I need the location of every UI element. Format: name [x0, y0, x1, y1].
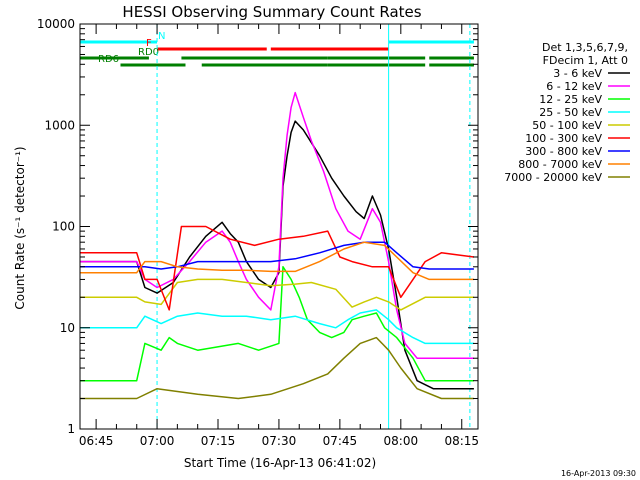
legend-label-300-800-kev: 300 - 800 keV	[525, 145, 602, 158]
x-tick-label: 07:15	[201, 434, 236, 448]
legend-label-6-12-kev: 6 - 12 keV	[546, 80, 602, 93]
legend-label-12-25-kev: 12 - 25 keV	[539, 93, 602, 106]
series-line-300-800-kev	[79, 241, 474, 270]
series-line-7000-20000-kev	[79, 336, 474, 400]
y-axis-ticks: 1 10 100 1000 10000	[37, 17, 478, 436]
x-tick-label: 08:15	[444, 434, 479, 448]
y-tick-label: 100	[52, 220, 75, 234]
x-tick-label: 07:30	[262, 434, 297, 448]
vertical-markers	[156, 24, 471, 429]
y-tick-label: 1000	[44, 118, 75, 132]
legend-label-7000-20000-kev: 7000 - 20000 keV	[504, 171, 602, 184]
series-line-25-50-kev	[79, 309, 474, 345]
legend-label-100-300-kev: 100 - 300 keV	[525, 132, 602, 145]
series-group	[79, 91, 474, 400]
legend-label-25-50-kev: 25 - 50 keV	[539, 106, 602, 119]
x-tick-label: 06:45	[79, 434, 114, 448]
legend-header: FDecim 1, Att 0	[543, 54, 628, 67]
series-line-800-7000-kev	[79, 241, 474, 281]
chart-title: HESSI Observing Summary Count Rates	[122, 3, 421, 21]
flag-label-rd0: RD0	[138, 47, 159, 58]
y-tick-label: 1	[67, 422, 75, 436]
x-tick-label: 07:00	[140, 434, 175, 448]
x-tick-label: 08:00	[384, 434, 419, 448]
x-axis-label: Start Time (16-Apr-13 06:41:02)	[184, 456, 376, 470]
flag-label-rd6: RD6	[98, 54, 119, 65]
y-axis-label: Count Rate (s⁻¹ detector⁻¹)	[13, 146, 27, 309]
flag-label-f: F	[146, 38, 152, 49]
legend-label-50-100-kev: 50 - 100 keV	[532, 119, 602, 132]
flag-label-n: N	[158, 31, 165, 42]
series-line-6-12-kev	[79, 91, 474, 359]
series-line-100-300-kev	[79, 225, 474, 311]
timestamp: 16-Apr-2013 09:30	[561, 469, 636, 478]
x-axis-ticks: 06:45 07:00 07:15 07:30 07:45 08:00 08:15	[79, 24, 479, 448]
series-line-50-100-kev	[79, 278, 474, 311]
legend-label-3-6-kev: 3 - 6 keV	[553, 67, 602, 80]
legend-label-800-7000-kev: 800 - 7000 keV	[518, 158, 602, 171]
legend-header: Det 1,3,5,6,7,9,	[542, 41, 628, 54]
series-line-12-25-kev	[79, 266, 474, 382]
legend: Det 1,3,5,6,7,9,FDecim 1, Att 03 - 6 keV…	[504, 41, 630, 184]
y-tick-label: 10000	[37, 17, 75, 31]
x-tick-label: 07:45	[323, 434, 358, 448]
y-tick-label: 10	[60, 321, 75, 335]
series-line-3-6-kev	[79, 120, 474, 390]
